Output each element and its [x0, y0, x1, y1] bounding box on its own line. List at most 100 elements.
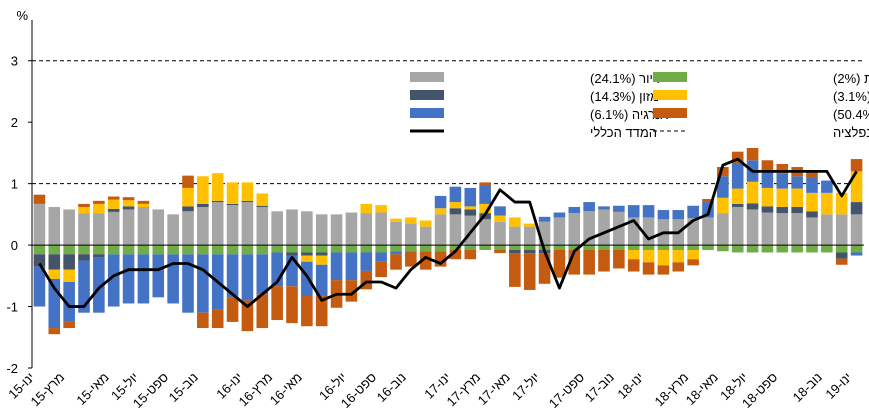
bar-segment: [657, 265, 670, 275]
bar-segment: [583, 245, 595, 251]
bar-segment: [464, 187, 477, 207]
bar-segment: [197, 312, 209, 329]
bar-segment: [791, 206, 803, 214]
bar-segment: [48, 278, 61, 329]
bar-segment: [464, 245, 477, 251]
bar-segment: [211, 245, 224, 255]
bar-segment: [226, 245, 239, 255]
bar-segment: [405, 223, 417, 246]
bar-segment: [197, 206, 209, 246]
legend-label: יעד האינפלציה: [833, 125, 869, 140]
bar-segment: [256, 193, 269, 206]
bar-segment: [821, 245, 833, 253]
bar-segment: [301, 245, 313, 253]
bar-segment: [375, 245, 387, 253]
bar-segment: [598, 209, 610, 246]
bar-segment: [746, 203, 759, 210]
bar-segment: [657, 245, 670, 251]
bar-segment: [315, 252, 328, 256]
bar-segment: [271, 211, 283, 246]
bar-segment: [197, 245, 209, 255]
bar-segment: [152, 209, 165, 246]
bar-segment: [390, 218, 402, 222]
bar-segment: [330, 245, 343, 253]
bar-segment: [687, 250, 699, 260]
bar-segment: [761, 169, 774, 188]
bar-segment: [687, 245, 699, 251]
bar-segment: [672, 210, 685, 220]
bar-segment: [48, 245, 61, 255]
bar-segment: [538, 253, 551, 284]
bar-segment: [509, 217, 521, 227]
bar-segment: [613, 245, 625, 251]
bar-segment: [479, 245, 491, 251]
bar-segment: [672, 262, 685, 272]
bar-segment: [568, 250, 581, 275]
y-tick-label: -2: [6, 361, 18, 376]
bar-segment: [33, 254, 46, 267]
bar-segment: [93, 213, 105, 246]
bar-segment: [211, 173, 224, 201]
bar-segment: [197, 203, 209, 207]
bar-segment: [761, 206, 774, 213]
bar-segment: [241, 200, 254, 203]
bar-segment: [33, 194, 46, 204]
bar-segment: [494, 245, 506, 251]
x-tick-label: נוב-17: [582, 370, 617, 405]
bar-segment: [850, 202, 863, 215]
bar-segment: [48, 328, 61, 335]
bar-segment: [63, 269, 75, 282]
x-tick-label: נוב-16: [374, 370, 409, 405]
bar-segment: [315, 255, 328, 265]
bar-segment: [434, 208, 447, 215]
bar-segment: [390, 251, 402, 255]
bar-segment: [107, 208, 120, 212]
bar-segment: [48, 206, 61, 246]
bar-segment: [717, 245, 729, 252]
bar-segment: [731, 188, 744, 204]
bar-segment: [182, 254, 194, 313]
bar-segment: [78, 254, 90, 261]
y-tick-label: 2: [11, 115, 18, 130]
bar-segment: [806, 192, 818, 212]
bar-segment: [286, 209, 298, 246]
bar-segment: [226, 182, 239, 204]
bar-segment: [702, 217, 714, 246]
bar-segment: [301, 255, 313, 262]
bar-segment: [405, 245, 417, 252]
bar-segment: [479, 182, 491, 186]
bar-segment: [271, 286, 283, 321]
bar-segment: [494, 250, 506, 254]
bar-segment: [731, 206, 744, 246]
bar-segment: [761, 187, 774, 207]
bar-segment: [687, 259, 699, 266]
bar-segment: [315, 295, 328, 327]
bar-segment: [449, 214, 462, 246]
bar-segment: [523, 250, 536, 254]
bar-segment: [717, 213, 729, 246]
bar-segment: [717, 176, 729, 198]
bar-segment: [449, 208, 462, 215]
bar-segment: [509, 226, 521, 246]
bar-segment: [137, 203, 150, 207]
bar-segment: [63, 321, 75, 329]
x-tick-label: מאי-18: [683, 370, 721, 408]
bar-segment: [761, 212, 774, 246]
bar-segment: [568, 213, 581, 246]
y-tick-label: 0: [11, 238, 18, 253]
bar-segment: [850, 159, 863, 172]
bar-segment: [211, 202, 224, 246]
bar-segment: [33, 203, 46, 246]
bar-segment: [702, 199, 714, 203]
bar-segment: [63, 209, 75, 246]
bar-segment: [464, 215, 477, 246]
bar-segment: [850, 252, 863, 256]
bar-segment: [598, 250, 610, 272]
bar-segment: [375, 252, 387, 262]
bar-segment: [464, 206, 477, 210]
bar-segment: [850, 245, 863, 253]
bar-segment: [806, 211, 818, 218]
bar-segment: [553, 217, 566, 246]
bar-segment: [78, 203, 90, 207]
bar-segment: [657, 210, 670, 220]
